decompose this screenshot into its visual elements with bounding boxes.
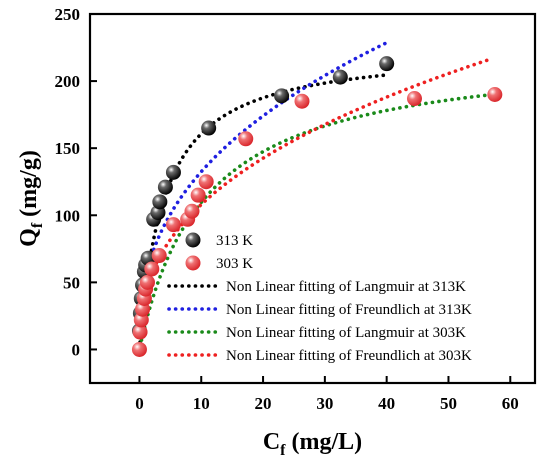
data-point bbox=[198, 174, 214, 190]
plot-frame bbox=[88, 12, 537, 385]
data-point bbox=[151, 248, 167, 264]
y-tick-label: 150 bbox=[55, 139, 81, 158]
data-point bbox=[238, 131, 254, 147]
data-point bbox=[190, 187, 206, 203]
x-tick-label: 30 bbox=[316, 394, 333, 413]
data-point bbox=[379, 56, 395, 72]
legend-label: 313 K bbox=[216, 233, 253, 249]
data-point bbox=[139, 274, 155, 290]
legend: 313 K 303 K Non Linear fitting of Langmuir… bbox=[167, 232, 472, 364]
legend-marker bbox=[185, 255, 201, 271]
x-tick-label: 0 bbox=[135, 394, 144, 413]
x-tick-label: 60 bbox=[502, 394, 519, 413]
axis-titles: Cf (mg/L) Qf (mg/g) bbox=[16, 150, 362, 459]
y-tick-label: 50 bbox=[63, 273, 80, 292]
data-point bbox=[131, 341, 147, 357]
y-tick-label: 0 bbox=[72, 340, 81, 359]
data-point bbox=[165, 164, 181, 180]
fit-curve bbox=[138, 40, 389, 323]
data-point bbox=[144, 261, 160, 277]
data-point bbox=[132, 324, 148, 340]
x-tick-label: 10 bbox=[193, 394, 210, 413]
y-axis-title: Qf (mg/g) bbox=[16, 150, 46, 247]
y-tick-label: 100 bbox=[55, 206, 81, 225]
y-tick-label: 250 bbox=[55, 5, 81, 24]
data-point bbox=[332, 69, 348, 85]
x-tick-label: 50 bbox=[440, 394, 457, 413]
data-point bbox=[274, 88, 290, 104]
x-tick-label: 20 bbox=[255, 394, 272, 413]
legend-marker bbox=[185, 232, 201, 248]
fit-curve bbox=[138, 73, 389, 344]
data-point bbox=[184, 203, 200, 219]
data-point bbox=[152, 194, 168, 210]
data-point bbox=[157, 179, 173, 195]
legend-label: Non Linear fitting of Freundlich at 313K bbox=[226, 302, 472, 318]
y-tick-label: 200 bbox=[55, 72, 81, 91]
legend-label: Non Linear fitting of Langmuir at 313K bbox=[226, 279, 466, 295]
legend-label: Non Linear fitting of Freundlich at 303K bbox=[226, 348, 472, 364]
data-point bbox=[294, 93, 310, 109]
axis-ticks: 0 10 20 30 40 50 60 0 50 100 150 200 250 bbox=[55, 5, 519, 413]
data-point bbox=[406, 91, 422, 107]
plot-area-border bbox=[88, 12, 537, 385]
data-point bbox=[487, 87, 503, 103]
legend-label: Non Linear fitting of Langmuir at 303K bbox=[226, 325, 466, 341]
data-points bbox=[131, 56, 503, 357]
legend-label: 303 K bbox=[216, 256, 253, 272]
x-tick-label: 40 bbox=[378, 394, 395, 413]
x-axis-title: Cf (mg/L) bbox=[263, 429, 362, 459]
data-point bbox=[201, 120, 217, 136]
data-point bbox=[165, 217, 181, 233]
